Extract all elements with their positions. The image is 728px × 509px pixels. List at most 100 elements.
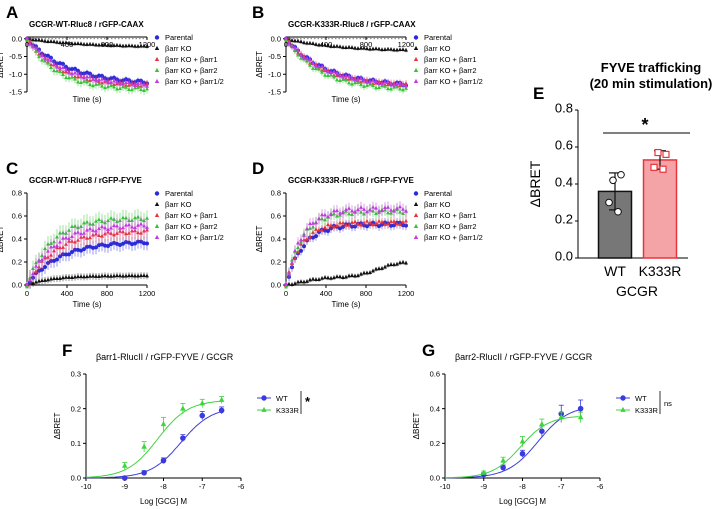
data-point bbox=[325, 222, 331, 227]
y-tick-label: 0.8 bbox=[555, 101, 573, 116]
data-point bbox=[42, 38, 48, 43]
data-point bbox=[78, 74, 84, 79]
data-point bbox=[322, 212, 328, 217]
x-tick-label: 0 bbox=[284, 289, 288, 298]
x-tick-label: 0 bbox=[25, 289, 29, 298]
panel-b-chart: GCGR-K333R-Rluc8 / rGFP-CAAX 0.0 -0.5 -1.0 -… bbox=[255, 20, 483, 104]
data-point bbox=[30, 44, 36, 49]
data-point bbox=[93, 228, 99, 233]
data-point bbox=[292, 45, 298, 50]
data-point bbox=[322, 66, 328, 71]
panel-label-d: D bbox=[252, 159, 264, 178]
data-point bbox=[373, 205, 379, 210]
legend-marker bbox=[413, 35, 419, 40]
data-point bbox=[304, 236, 310, 241]
y-tick-label: 0.4 bbox=[430, 404, 440, 413]
series--arr-ko-arr1-2 bbox=[283, 35, 409, 90]
legend-marker bbox=[154, 56, 160, 61]
data-point bbox=[370, 46, 376, 51]
data-point bbox=[141, 273, 147, 277]
legend-label: βarr KO + βarr2 bbox=[165, 222, 218, 231]
data-point bbox=[289, 260, 295, 265]
y-axis-label: ΔBRET bbox=[0, 51, 5, 78]
data-point bbox=[87, 235, 93, 240]
data-point bbox=[328, 44, 334, 48]
data-point bbox=[283, 35, 289, 40]
data-point bbox=[141, 82, 147, 87]
data-point bbox=[367, 46, 373, 51]
data-point bbox=[376, 218, 382, 223]
data-point bbox=[96, 226, 102, 231]
data-point bbox=[340, 74, 346, 79]
data-point bbox=[102, 85, 108, 90]
data-point bbox=[364, 270, 370, 275]
data-point bbox=[129, 82, 135, 87]
data-point bbox=[144, 44, 150, 48]
data-point bbox=[400, 82, 406, 86]
data-point bbox=[36, 54, 42, 59]
data-point bbox=[379, 47, 385, 52]
x-tick-label: 400 bbox=[320, 289, 333, 298]
data-point bbox=[325, 275, 331, 280]
data-point bbox=[55, 257, 59, 262]
data-point bbox=[81, 274, 87, 279]
series--arr-ko-arr1-2 bbox=[24, 216, 150, 288]
data-point bbox=[66, 70, 72, 75]
x-tick-label: 800 bbox=[360, 289, 373, 298]
data-point bbox=[129, 43, 135, 48]
data-point bbox=[328, 212, 334, 217]
data-point bbox=[33, 37, 39, 42]
data-point bbox=[33, 279, 39, 284]
data-point bbox=[292, 248, 298, 253]
y-tick-label: 0.0 bbox=[430, 474, 440, 483]
legend-marker bbox=[154, 223, 160, 228]
data-point bbox=[403, 209, 409, 213]
data-point bbox=[617, 170, 625, 179]
data-point bbox=[349, 45, 355, 49]
data-point bbox=[313, 42, 319, 46]
data-point bbox=[90, 83, 96, 88]
data-point bbox=[75, 230, 81, 234]
legend-label: βarr KO + βarr1/2 bbox=[165, 233, 224, 242]
data-point bbox=[400, 260, 406, 264]
data-point bbox=[388, 86, 394, 91]
legend-marker bbox=[413, 223, 419, 228]
legend-label: βarr KO bbox=[424, 200, 451, 209]
data-point bbox=[355, 207, 361, 212]
data-point bbox=[340, 210, 346, 215]
data-point bbox=[283, 284, 289, 289]
data-point bbox=[69, 275, 75, 279]
legend-label: Parental bbox=[424, 189, 452, 198]
legend-marker bbox=[413, 78, 419, 83]
data-point bbox=[343, 223, 349, 227]
data-point bbox=[328, 70, 334, 75]
data-point bbox=[352, 77, 358, 82]
data-point bbox=[370, 83, 376, 88]
y-tick-label: 0.4 bbox=[555, 175, 573, 190]
legend-marker bbox=[413, 212, 419, 217]
x-axis-label: Time (s) bbox=[72, 300, 101, 309]
y-tick-label: -1.5 bbox=[9, 88, 22, 97]
data-point bbox=[519, 438, 526, 444]
data-point bbox=[121, 241, 125, 246]
data-point bbox=[120, 43, 126, 48]
data-point bbox=[382, 264, 388, 269]
data-point bbox=[132, 225, 138, 230]
data-point bbox=[295, 240, 301, 245]
data-point bbox=[394, 47, 400, 52]
data-point bbox=[57, 239, 63, 244]
panel-label-c: C bbox=[6, 159, 18, 178]
data-point bbox=[90, 228, 96, 232]
series-k333r bbox=[85, 396, 225, 478]
data-point bbox=[138, 273, 144, 278]
data-point bbox=[75, 79, 81, 84]
data-point bbox=[361, 78, 367, 82]
data-point bbox=[349, 220, 355, 224]
data-point bbox=[659, 165, 667, 173]
data-point bbox=[66, 40, 72, 45]
data-point bbox=[325, 43, 331, 48]
data-point bbox=[94, 245, 98, 250]
data-point bbox=[24, 281, 30, 286]
data-point bbox=[352, 45, 358, 50]
data-point bbox=[87, 273, 93, 278]
